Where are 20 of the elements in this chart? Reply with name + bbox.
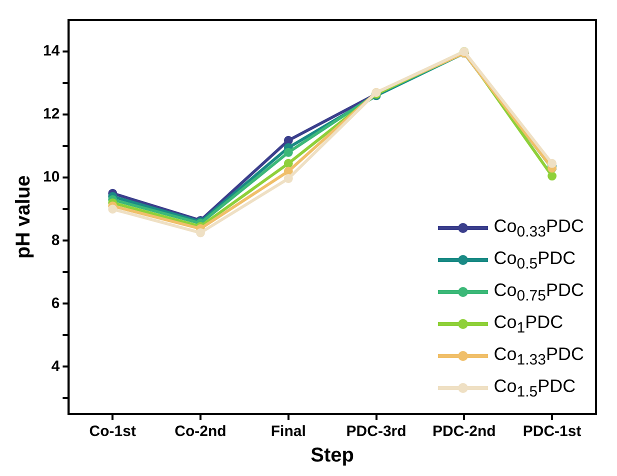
legend-label: Co$_{1.33}$PDC — [494, 344, 584, 368]
x-tick-label: Co-1st — [89, 423, 136, 440]
x-axis-title: Step — [310, 444, 354, 467]
x-tick-label: PDC-2nd — [432, 423, 496, 440]
x-tick-label: Co-2nd — [174, 423, 226, 440]
legend-label: Co$_{0.33}$PDC — [494, 216, 584, 240]
x-tick-label: PDC-1st — [522, 423, 582, 440]
y-tick-label: 4 — [51, 358, 60, 375]
x-tick-label: Final — [270, 423, 306, 440]
legend-label: Co$_{1.5}$PDC — [494, 376, 576, 400]
y-tick-label: 10 — [42, 168, 60, 186]
y-tick-label: 12 — [42, 106, 60, 123]
x-tick-label: PDC-3rd — [346, 423, 406, 440]
legend-label: Co$_{1}$PDC — [494, 312, 564, 336]
legend-label: Co$_{0.75}$PDC — [494, 280, 584, 304]
y-tick-label: 14 — [42, 42, 60, 60]
y-axis-title: pH value — [12, 175, 35, 259]
y-tick-label: 6 — [51, 294, 60, 312]
legend-label: Co$_{0.5}$PDC — [494, 248, 576, 272]
y-tick-label: 8 — [51, 232, 60, 249]
